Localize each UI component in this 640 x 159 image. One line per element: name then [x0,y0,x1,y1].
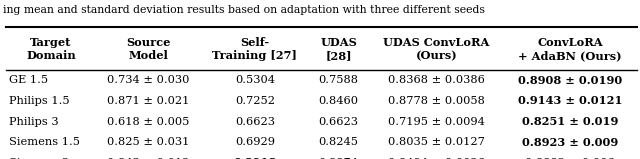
Text: ConvLoRA
+ AdaBN (Ours): ConvLoRA + AdaBN (Ours) [518,37,622,61]
Text: 0.6623: 0.6623 [319,117,359,127]
Text: Siemens 3: Siemens 3 [9,158,69,159]
Text: 0.6929: 0.6929 [235,137,275,147]
Text: Source
Model: Source Model [126,37,171,61]
Text: 0.825 ± 0.031: 0.825 ± 0.031 [108,137,190,147]
Text: 0.6623: 0.6623 [235,117,275,127]
Text: GE 1.5: GE 1.5 [9,75,48,85]
Text: 0.8778 ± 0.0058: 0.8778 ± 0.0058 [388,96,485,106]
Text: UDAS ConvLoRA
(Ours): UDAS ConvLoRA (Ours) [383,37,490,61]
Text: 0.871 ± 0.021: 0.871 ± 0.021 [108,96,190,106]
Text: 0.8918: 0.8918 [233,157,276,159]
Text: 0.7252: 0.7252 [235,96,275,106]
Text: Self-
Training [27]: Self- Training [27] [212,37,297,61]
Text: Philips 3: Philips 3 [9,117,59,127]
Text: Philips 1.5: Philips 1.5 [9,96,70,106]
Text: 0.7588: 0.7588 [319,75,359,85]
Text: 0.8874: 0.8874 [319,158,359,159]
Text: 0.618 ± 0.005: 0.618 ± 0.005 [108,117,190,127]
Text: 0.843 ± 0.012: 0.843 ± 0.012 [108,158,190,159]
Text: UDAS
[28]: UDAS [28] [321,37,357,61]
Text: 0.8494 ± 0.0026: 0.8494 ± 0.0026 [388,158,485,159]
Text: 0.8245: 0.8245 [319,137,359,147]
Text: 0.8923 ± 0.009: 0.8923 ± 0.009 [522,137,618,148]
Text: 0.8908 ± 0.0190: 0.8908 ± 0.0190 [518,75,622,86]
Text: 0.8368 ± 0.0386: 0.8368 ± 0.0386 [388,75,485,85]
Text: 0.9143 ± 0.0121: 0.9143 ± 0.0121 [518,95,622,107]
Text: 0.8035 ± 0.0127: 0.8035 ± 0.0127 [388,137,485,147]
Text: 0.8251 ± 0.019: 0.8251 ± 0.019 [522,116,618,127]
Text: ing mean and standard deviation results based on adaptation with three different: ing mean and standard deviation results … [3,5,485,15]
Text: 0.8882 ± 0.006: 0.8882 ± 0.006 [525,158,615,159]
Text: 0.8460: 0.8460 [319,96,359,106]
Text: 0.7195 ± 0.0094: 0.7195 ± 0.0094 [388,117,485,127]
Text: 0.5304: 0.5304 [235,75,275,85]
Text: 0.734 ± 0.030: 0.734 ± 0.030 [108,75,190,85]
Text: Siemens 1.5: Siemens 1.5 [9,137,80,147]
Text: Target
Domain: Target Domain [26,37,76,61]
